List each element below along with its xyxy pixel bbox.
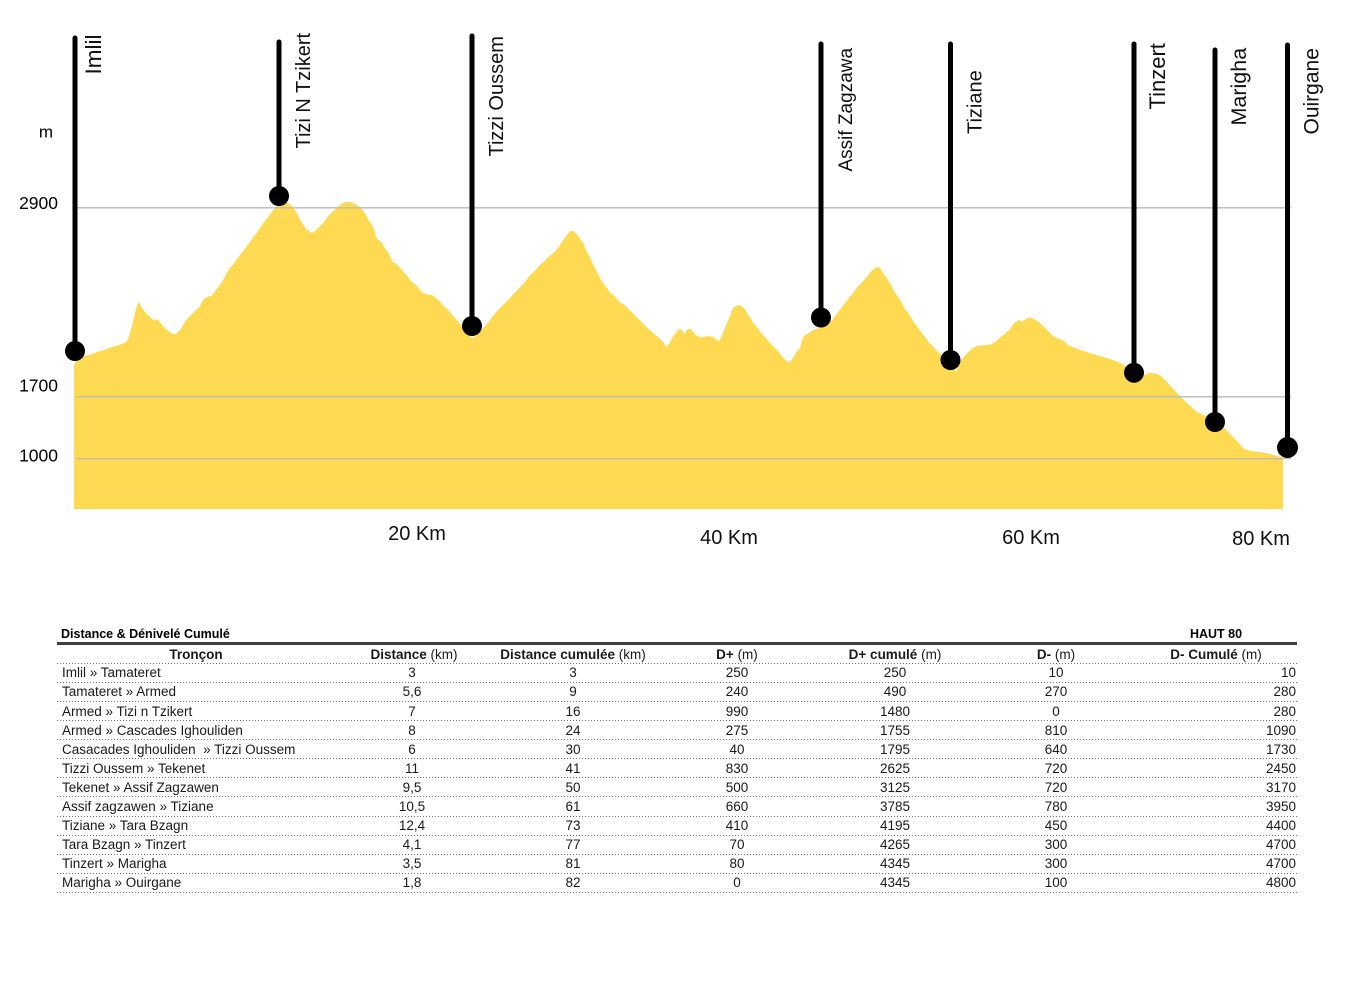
svg-text:2900: 2900 xyxy=(19,193,58,213)
svg-text:Tizzi Oussem: Tizzi Oussem xyxy=(486,36,508,156)
svg-text:Tiziane: Tiziane xyxy=(965,70,987,134)
svg-text:Assif Zagzawa: Assif Zagzawa xyxy=(836,48,857,172)
svg-text:40 Km: 40 Km xyxy=(700,527,758,549)
svg-text:m: m xyxy=(39,123,53,142)
svg-text:60 Km: 60 Km xyxy=(1002,527,1060,549)
svg-text:Tinzert: Tinzert xyxy=(1145,43,1170,109)
svg-text:Ouirgane: Ouirgane xyxy=(1301,48,1324,134)
svg-text:Marigha: Marigha xyxy=(1227,48,1251,126)
svg-text:80 Km: 80 Km xyxy=(1232,528,1290,550)
svg-text:Tizi N Tzikert: Tizi N Tzikert xyxy=(293,33,315,149)
svg-text:Imlil: Imlil xyxy=(81,35,106,75)
svg-text:1700: 1700 xyxy=(19,376,58,396)
svg-text:1000: 1000 xyxy=(19,446,58,466)
svg-text:20 Km: 20 Km xyxy=(388,523,446,545)
